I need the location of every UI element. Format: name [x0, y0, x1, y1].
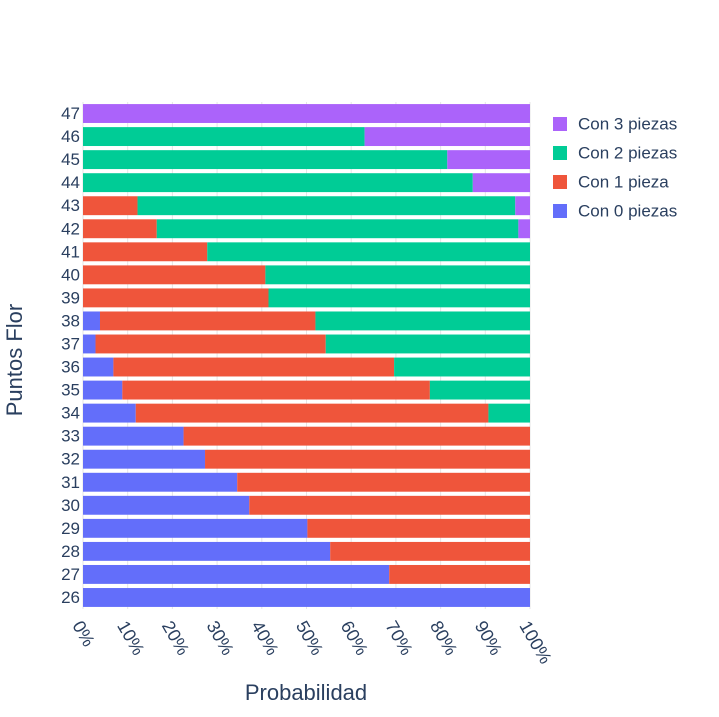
bar-38-con-2-piezas	[315, 311, 530, 331]
x-tick-label-80pct: 80%	[426, 617, 461, 658]
bar-41-con-2-piezas	[207, 242, 531, 262]
y-tick-label-41: 41	[61, 242, 80, 261]
x-tick-labels: 0% 10% 20% 30% 40% 50% 60% 70% 80% 90% 100%	[68, 617, 555, 667]
y-tick-label-46: 46	[61, 127, 80, 146]
x-tick-label-40pct: 40%	[247, 617, 282, 658]
y-tick-label-44: 44	[61, 173, 80, 192]
y-tick-label-33: 33	[61, 427, 80, 446]
bar-34-con-2-piezas	[488, 403, 530, 423]
legend: Con 3 piezas Con 2 piezas Con 1 pieza Con 0…	[553, 115, 677, 221]
bar-46-con-3-piezas	[364, 127, 530, 147]
bar-45-con-3-piezas	[447, 150, 530, 170]
bar-43-con-3-piezas	[515, 196, 530, 216]
x-tick-label-90pct: 90%	[471, 617, 506, 658]
legend-swatch-con-0-piezas	[553, 204, 567, 218]
y-tick-label-39: 39	[61, 288, 80, 307]
legend-swatch-con-1-pieza	[553, 175, 567, 189]
bar-44-con-2-piezas	[83, 173, 473, 193]
bar-29-con-0-piezas	[83, 518, 308, 538]
y-tick-label-35: 35	[61, 381, 80, 400]
y-tick-label-34: 34	[61, 404, 80, 423]
y-tick-label-43: 43	[61, 196, 80, 215]
legend-label-con-3-piezas: Con 3 piezas	[578, 115, 677, 134]
x-tick-label-100pct: 100%	[515, 617, 555, 667]
bar-30-con-1-pieza	[249, 495, 530, 515]
bar-32-con-0-piezas	[83, 449, 206, 469]
legend-label-con-0-piezas: Con 0 piezas	[578, 202, 677, 221]
bar-29-con-1-pieza	[307, 518, 530, 538]
bar-38-con-1-pieza	[99, 311, 316, 331]
y-tick-label-30: 30	[61, 496, 80, 515]
bar-47-con-3-piezas	[83, 104, 530, 123]
bar-36-con-1-pieza	[113, 357, 395, 377]
y-tick-label-28: 28	[61, 542, 80, 561]
bar-41-con-1-pieza	[83, 242, 208, 262]
bar-36-con-2-piezas	[394, 357, 530, 377]
bar-36-con-0-piezas	[83, 357, 114, 377]
bar-42-con-1-pieza	[83, 219, 157, 239]
bar-39-con-1-pieza	[83, 288, 269, 308]
bar-40-con-2-piezas	[265, 265, 530, 285]
bar-44-con-3-piezas	[472, 173, 530, 193]
bar-39-con-2-piezas	[268, 288, 530, 308]
bar-38-con-0-piezas	[83, 311, 100, 331]
x-tick-label-30pct: 30%	[203, 617, 238, 658]
y-tick-label-40: 40	[61, 265, 80, 284]
bar-46-con-2-piezas	[83, 127, 365, 147]
bar-34-con-1-pieza	[135, 403, 489, 423]
y-axis-title: Puntos Flor	[2, 304, 27, 417]
y-tick-label-37: 37	[61, 334, 80, 353]
bar-31-con-0-piezas	[83, 472, 238, 492]
bar-31-con-1-pieza	[237, 472, 530, 492]
bar-40-con-1-pieza	[83, 265, 266, 285]
bar-37-con-2-piezas	[325, 334, 530, 354]
y-tick-label-29: 29	[61, 519, 80, 538]
bar-42-con-2-piezas	[156, 219, 519, 239]
bar-26-con-0-piezas	[83, 588, 530, 607]
y-tick-label-26: 26	[61, 588, 80, 607]
x-tick-label-10pct: 10%	[113, 617, 148, 658]
x-tick-label-60pct: 60%	[337, 617, 372, 658]
bar-27-con-1-pieza	[389, 564, 530, 584]
x-tick-label-0pct: 0%	[68, 617, 98, 650]
y-tick-label-38: 38	[61, 311, 80, 330]
bar-34-con-0-piezas	[83, 403, 136, 423]
bar-37-con-1-pieza	[95, 334, 326, 354]
y-tick-label-45: 45	[61, 150, 80, 169]
bar-32-con-1-pieza	[205, 449, 530, 469]
legend-label-con-1-pieza: Con 1 pieza	[578, 173, 669, 192]
y-tick-label-42: 42	[61, 219, 80, 238]
bar-33-con-1-pieza	[183, 426, 530, 446]
legend-swatch-con-2-piezas	[553, 146, 567, 160]
x-tick-label-50pct: 50%	[292, 617, 327, 658]
legend-label-con-2-piezas: Con 2 piezas	[578, 144, 677, 163]
bar-35-con-1-pieza	[122, 380, 430, 400]
bars	[83, 104, 531, 607]
bar-43-con-2-piezas	[137, 196, 516, 216]
y-tick-label-32: 32	[61, 450, 80, 469]
bar-42-con-3-piezas	[518, 219, 530, 239]
bar-37-con-0-piezas	[83, 334, 96, 354]
y-tick-label-36: 36	[61, 358, 80, 377]
bar-43-con-1-pieza	[83, 196, 138, 216]
y-tick-label-31: 31	[61, 473, 80, 492]
x-tick-label-70pct: 70%	[381, 617, 416, 658]
x-tick-label-20pct: 20%	[158, 617, 193, 658]
bar-35-con-2-piezas	[429, 380, 530, 400]
y-tick-label-47: 47	[61, 104, 80, 123]
bar-45-con-2-piezas	[83, 150, 448, 170]
bar-28-con-1-pieza	[330, 541, 530, 561]
bar-33-con-0-piezas	[83, 426, 184, 446]
legend-swatch-con-3-piezas	[553, 117, 567, 131]
x-axis-title: Probabilidad	[245, 680, 367, 705]
bar-27-con-0-piezas	[83, 564, 390, 584]
bar-35-con-0-piezas	[83, 380, 123, 400]
bar-30-con-0-piezas	[83, 495, 250, 515]
y-tick-label-27: 27	[61, 565, 80, 584]
y-tick-labels: 26 27 28 29 30 31 32 33 34 35 36 37 38 39 40 41 42 43 44 45…	[61, 104, 80, 607]
bar-28-con-0-piezas	[83, 541, 331, 561]
